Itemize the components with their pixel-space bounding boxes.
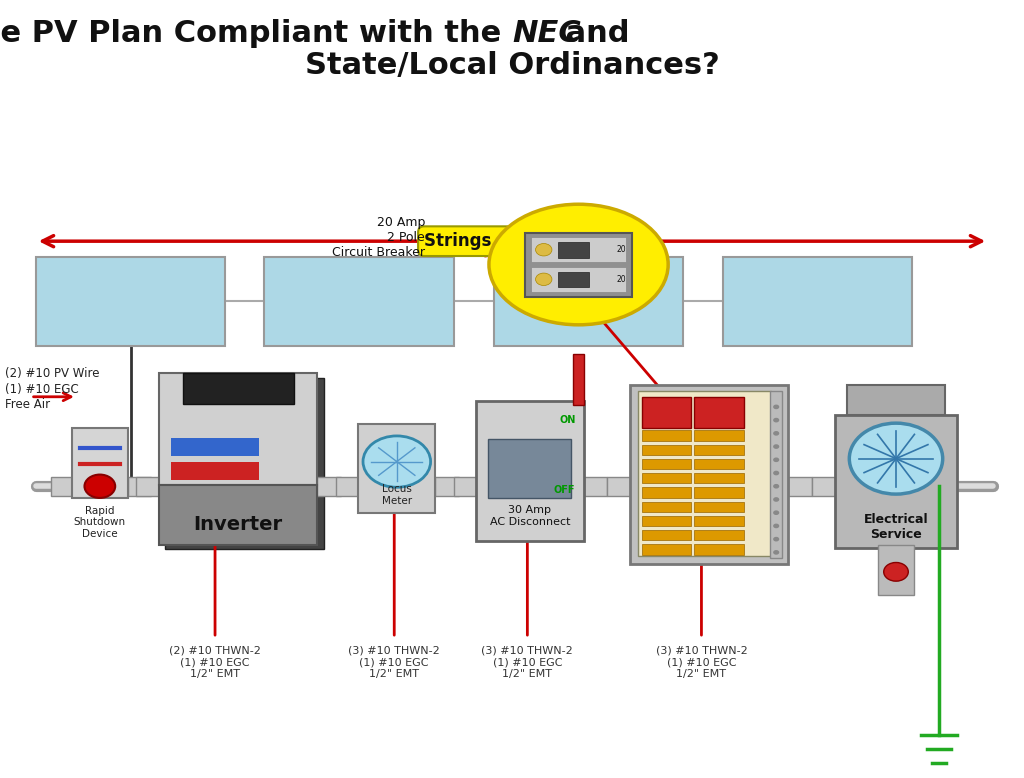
Bar [159,485,317,545]
Bar [36,257,225,346]
Bar [638,391,771,556]
Text: and: and [555,19,630,48]
Bar [165,378,324,549]
Circle shape [884,562,908,581]
Circle shape [773,484,779,489]
Bar [558,272,589,287]
Bar [51,477,74,496]
Text: Strings of Modules: Strings of Modules [424,232,600,251]
Text: Is the PV Plan Compliant with the: Is the PV Plan Compliant with the [0,19,512,48]
Text: 20 Amp
2 Pole
Circuit Breaker: 20 Amp 2 Pole Circuit Breaker [332,216,425,259]
Bar [573,354,584,405]
Text: Inverter: Inverter [194,514,283,534]
Bar [694,487,743,498]
Bar [835,415,957,548]
Circle shape [362,436,430,487]
Circle shape [773,510,779,515]
Circle shape [536,244,552,256]
Bar [694,502,743,512]
Text: 20: 20 [616,275,626,284]
Bar [642,397,691,428]
Circle shape [773,550,779,555]
Bar [336,477,359,496]
Bar [642,530,691,541]
Bar [642,516,691,526]
Bar [788,477,812,496]
Text: (3) #10 THWN-2
(1) #10 EGC
1/2" EMT: (3) #10 THWN-2 (1) #10 EGC 1/2" EMT [348,646,440,679]
Bar [878,545,914,595]
Bar [642,545,691,555]
Bar [642,502,691,512]
Text: (2) #10 PV Wire
(1) #10 EGC
Free Air: (2) #10 PV Wire (1) #10 EGC Free Air [5,367,99,411]
Bar [488,439,571,498]
Circle shape [773,524,779,528]
Bar [694,430,743,440]
Bar [607,477,631,496]
Bar [317,477,341,496]
Bar [694,397,743,428]
Bar [642,444,691,455]
Text: Electrical
Service: Electrical Service [863,513,929,541]
Circle shape [773,457,779,462]
Bar [642,473,691,483]
Bar [694,530,743,541]
Text: (3) #10 THWN-2
(1) #10 EGC
1/2" EMT: (3) #10 THWN-2 (1) #10 EGC 1/2" EMT [655,646,748,679]
Bar [531,267,626,292]
Text: OFF: OFF [554,485,575,495]
Text: Rapid
Shutdown
Device: Rapid Shutdown Device [74,506,126,539]
Bar [358,424,435,513]
Circle shape [773,471,779,475]
Bar [630,385,788,564]
Text: ON: ON [559,415,575,425]
Ellipse shape [488,205,668,325]
Text: (3) #10 THWN-2
(1) #10 EGC
1/2" EMT: (3) #10 THWN-2 (1) #10 EGC 1/2" EMT [481,646,573,679]
Bar [584,477,607,496]
Bar [694,545,743,555]
Bar [171,462,259,479]
Circle shape [773,497,779,502]
Bar [494,257,683,346]
Bar [642,430,691,440]
Bar [171,439,259,456]
Bar [159,373,317,485]
Bar [435,477,459,496]
Bar [558,242,589,258]
Bar [136,477,160,496]
Bar [454,477,477,496]
Bar [694,459,743,469]
Bar [531,237,626,262]
Circle shape [536,273,552,286]
Bar [525,233,632,297]
Circle shape [773,418,779,422]
Bar [128,477,151,496]
Circle shape [773,537,779,541]
Bar [694,516,743,526]
Bar [642,487,691,498]
Text: State/Local Ordinances?: State/Local Ordinances? [304,51,720,79]
Bar [723,257,912,346]
Bar [642,459,691,469]
Text: 20: 20 [616,245,626,254]
Bar [72,428,128,498]
Bar [812,477,836,496]
Text: (2) #10 THWN-2
(1) #10 EGC
1/2" EMT: (2) #10 THWN-2 (1) #10 EGC 1/2" EMT [169,646,261,679]
Bar [694,444,743,455]
Text: 30 Amp
AC Disconnect: 30 Amp AC Disconnect [489,505,570,527]
Text: Locus
Meter: Locus Meter [382,484,412,506]
Text: Is the PV Plan Compliant with the NEC and: Is the PV Plan Compliant with the NEC an… [146,19,878,48]
Bar [182,373,294,405]
Circle shape [849,423,943,494]
Bar [694,473,743,483]
Bar [476,401,584,541]
Bar [264,257,454,346]
Circle shape [84,475,115,498]
Bar [847,385,945,415]
Circle shape [773,444,779,449]
Text: NEC: NEC [512,19,581,48]
Bar [770,391,782,558]
Circle shape [773,431,779,436]
Circle shape [773,405,779,409]
